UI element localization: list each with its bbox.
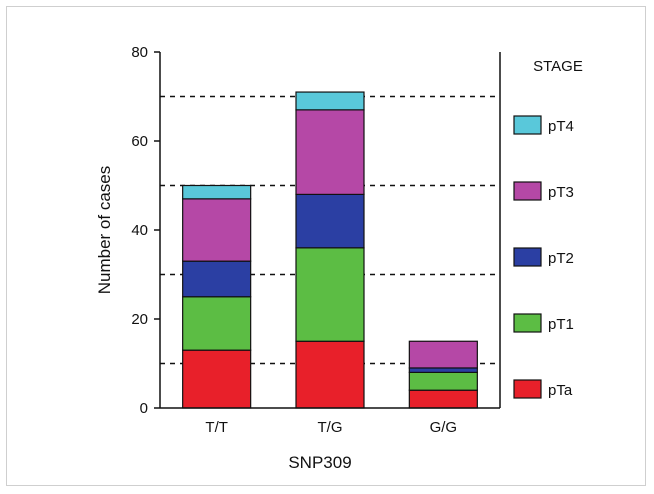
legend-swatch-pT3 xyxy=(513,181,542,201)
y-tick-label: 60 xyxy=(131,133,148,150)
bar-segment-pT1-T/T xyxy=(182,296,252,351)
x-tick-label: G/G xyxy=(430,419,458,436)
bar-segment-pT3-G/G xyxy=(408,340,478,369)
legend-swatch-pTa xyxy=(513,379,542,399)
bar-segment-pT1-T/G xyxy=(295,247,365,342)
bar-segment-pT3-T/G xyxy=(295,109,365,196)
x-ticks: T/T T/G G/G xyxy=(205,419,457,436)
legend-label-pT2: pT2 xyxy=(548,250,574,267)
bar-segment-pT3-T/T xyxy=(182,198,252,262)
bar-segment-pT2-T/T xyxy=(182,260,252,298)
y-axis-label: Number of cases xyxy=(95,166,114,295)
y-tick-label: 20 xyxy=(131,311,148,328)
legend-title: STAGE xyxy=(533,58,583,75)
bar-segment-pT4-T/T xyxy=(182,184,252,200)
bar-segment-pTa-T/T xyxy=(182,349,252,409)
x-axis-label: SNP309 xyxy=(288,453,351,472)
legend-label-pTa: pTa xyxy=(548,382,573,399)
legend-label-pT1: pT1 xyxy=(548,316,574,333)
y-tick-label: 0 xyxy=(140,400,148,417)
legend-label-pT3: pT3 xyxy=(548,184,574,201)
bar-segment-pT2-G/G xyxy=(408,367,478,374)
bar-segment-pT4-T/G xyxy=(295,91,365,111)
bar-segment-pTa-T/G xyxy=(295,340,365,409)
legend: pT4 pT3 pT2 pT1 pTa xyxy=(513,115,574,399)
x-tick-label: T/T xyxy=(205,419,228,436)
bar-segment-pTa-G/G xyxy=(408,389,478,409)
legend-label-pT4: pT4 xyxy=(548,118,574,135)
bar-segment-pT1-G/G xyxy=(408,371,478,391)
legend-swatch-pT1 xyxy=(513,313,542,333)
legend-swatch-pT2 xyxy=(513,247,542,267)
y-tick-label: 80 xyxy=(131,44,148,61)
bar-stacks xyxy=(182,91,478,409)
legend-swatch-pT4 xyxy=(513,115,542,135)
bar-segment-pT2-T/G xyxy=(295,193,365,249)
y-ticks: 0 20 40 60 80 xyxy=(131,44,160,417)
x-tick-label: T/G xyxy=(318,419,343,436)
y-tick-label: 40 xyxy=(131,222,148,239)
